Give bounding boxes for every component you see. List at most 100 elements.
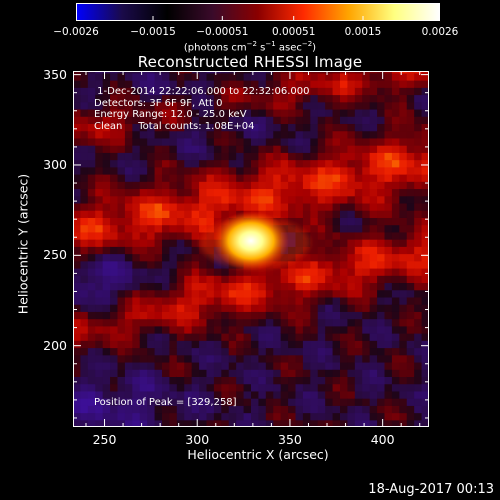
- heatmap-cell: [406, 181, 415, 190]
- heatmap-cell: [102, 340, 111, 349]
- heatmap-cell: [354, 145, 363, 153]
- heatmap-cell: [147, 333, 156, 341]
- heatmap-cell: [251, 361, 260, 370]
- heatmap-cell: [221, 80, 230, 88]
- heatmap-cell: [369, 145, 378, 153]
- heatmap-cell: [139, 72, 148, 81]
- heatmap-cell: [332, 210, 341, 218]
- heatmap-cell: [147, 202, 156, 211]
- heatmap-cell: [399, 217, 408, 226]
- heatmap-cell: [124, 87, 133, 96]
- heatmap-cell: [102, 390, 111, 399]
- heatmap-cell: [354, 202, 363, 211]
- heatmap-cell: [399, 239, 408, 247]
- heatmap-cell: [184, 94, 193, 103]
- heatmap-cell: [73, 412, 82, 421]
- heatmap-cell: [147, 311, 156, 320]
- heatmap-cell: [347, 159, 356, 168]
- heatmap-cell: [258, 181, 267, 190]
- heatmap-cell: [421, 80, 429, 88]
- heatmap-cell: [206, 108, 215, 117]
- heatmap-cell: [399, 188, 408, 197]
- heatmap-cell: [169, 94, 178, 103]
- heatmap-cell: [258, 72, 267, 81]
- heatmap-cell: [369, 383, 378, 392]
- heatmap-cell: [265, 137, 274, 146]
- heatmap-cell: [369, 80, 378, 88]
- heatmap-cell: [391, 333, 400, 341]
- heatmap-cell: [391, 376, 400, 385]
- heatmap-cell: [310, 296, 319, 305]
- heatmap-cell: [73, 390, 82, 399]
- heatmap-cell: [251, 267, 260, 276]
- heatmap-cell: [243, 181, 252, 190]
- heatmap-cell: [132, 101, 141, 110]
- heatmap-cell: [117, 108, 126, 117]
- heatmap-cell: [258, 390, 267, 399]
- heatmap-cell: [391, 137, 400, 146]
- heatmap-cell: [399, 354, 408, 363]
- heatmap-cell: [236, 166, 245, 175]
- heatmap-cell: [347, 217, 356, 226]
- heatmap-cell: [354, 159, 363, 168]
- heatmap-cell: [124, 318, 133, 327]
- heatmap-cell: [354, 267, 363, 276]
- heatmap-cell: [154, 108, 163, 117]
- heatmap-cell: [265, 71, 274, 74]
- heatmap-cell: [162, 224, 171, 233]
- heatmap-cell: [421, 137, 429, 146]
- heatmap-cell: [117, 166, 126, 175]
- heatmap-cell: [147, 80, 156, 88]
- heatmap-cell: [354, 87, 363, 96]
- heatmap-cell: [243, 398, 252, 406]
- heatmap-cell: [184, 260, 193, 269]
- heatmap-cell: [325, 72, 334, 81]
- heatmap-cell: [317, 398, 326, 406]
- heatmap-cell: [258, 354, 267, 363]
- heatmap-cell: [391, 296, 400, 305]
- heatmap-cell: [117, 289, 126, 298]
- heatmap-cell: [377, 231, 386, 240]
- heatmap-cell: [340, 116, 349, 125]
- heatmap-cell: [414, 195, 423, 204]
- heatmap-cell: [391, 239, 400, 247]
- heatmap-cell: [154, 289, 163, 298]
- heatmap-cell: [102, 296, 111, 305]
- heatmap-cell: [228, 354, 237, 363]
- heatmap-cell: [391, 260, 400, 269]
- heatmap-cell: [273, 116, 282, 125]
- heatmap-cell: [228, 80, 237, 88]
- heatmap-cell: [288, 267, 297, 276]
- heatmap-cell: [377, 354, 386, 363]
- heatmap-cell: [169, 108, 178, 117]
- heatmap-cell: [191, 87, 200, 96]
- heatmap-cell: [124, 108, 133, 117]
- heatmap-cell: [369, 405, 378, 414]
- heatmap-cell: [117, 412, 126, 421]
- heatmap-cell: [124, 231, 133, 240]
- heatmap-cell: [362, 369, 371, 377]
- heatmap-cell: [302, 116, 311, 125]
- heatmap-cell: [199, 253, 208, 262]
- colorbar-tick-label: 0.0026: [421, 26, 459, 38]
- heatmap-cell: [162, 260, 171, 269]
- heatmap-cell: [414, 333, 423, 341]
- heatmap-cell: [258, 152, 267, 161]
- heatmap-cell: [347, 210, 356, 218]
- heatmap-cell: [265, 116, 274, 125]
- heatmap-cell: [228, 275, 237, 284]
- heatmap-cell: [176, 181, 185, 190]
- heatmap-cell: [191, 145, 200, 153]
- colorbar: [76, 3, 440, 21]
- heatmap-cell: [95, 101, 104, 110]
- heatmap-cell: [80, 296, 89, 305]
- heatmap-cell: [288, 80, 297, 88]
- heatmap-cell: [421, 174, 429, 182]
- heatmap-cell: [295, 369, 304, 377]
- heatmap-cell: [421, 267, 429, 276]
- heatmap-cell: [288, 369, 297, 377]
- x-tick-label: 350: [278, 432, 302, 447]
- heatmap-cell: [243, 383, 252, 392]
- heatmap-cell: [243, 282, 252, 291]
- heatmap-cell: [369, 361, 378, 370]
